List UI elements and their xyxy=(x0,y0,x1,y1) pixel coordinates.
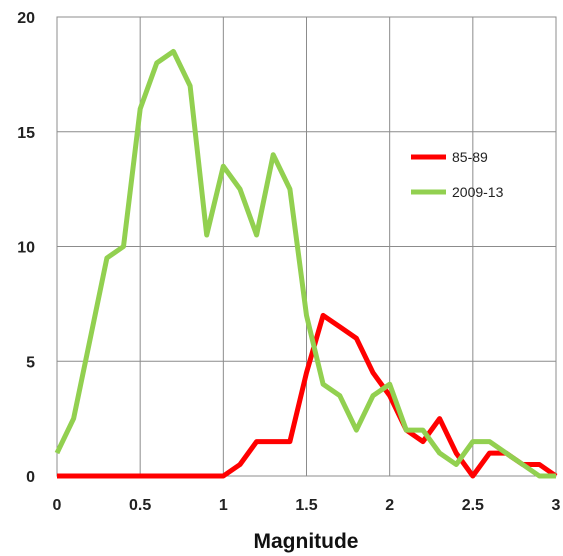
y-tick-label: 5 xyxy=(26,354,35,371)
x-tick-label: 0 xyxy=(53,497,62,514)
x-axis-title: Magnitude xyxy=(254,530,359,553)
y-tick-label: 10 xyxy=(17,240,35,257)
y-tick-labels: 0 5 10 15 20 xyxy=(17,10,35,486)
series-line-0 xyxy=(57,312,558,479)
x-tick-labels: 0 0.5 1 1.5 2 2.5 3 xyxy=(53,497,561,514)
gridlines xyxy=(56,16,557,477)
y-tick-label: 0 xyxy=(26,469,35,486)
series-line-1 xyxy=(54,48,556,479)
y-tick-label: 15 xyxy=(17,125,35,142)
x-tick-label: 2 xyxy=(385,497,394,514)
x-tick-label: 1.5 xyxy=(295,497,317,514)
x-tick-label: 1 xyxy=(219,497,228,514)
x-tick-label: 2.5 xyxy=(462,497,484,514)
legend-label: 85-89 xyxy=(452,149,488,165)
y-tick-label: 20 xyxy=(17,10,35,27)
x-tick-label: 0.5 xyxy=(129,497,151,514)
legend: 85-89 2009-13 xyxy=(411,149,504,200)
series-lines xyxy=(54,48,558,479)
legend-label: 2009-13 xyxy=(452,184,504,200)
x-tick-label: 3 xyxy=(552,497,561,514)
